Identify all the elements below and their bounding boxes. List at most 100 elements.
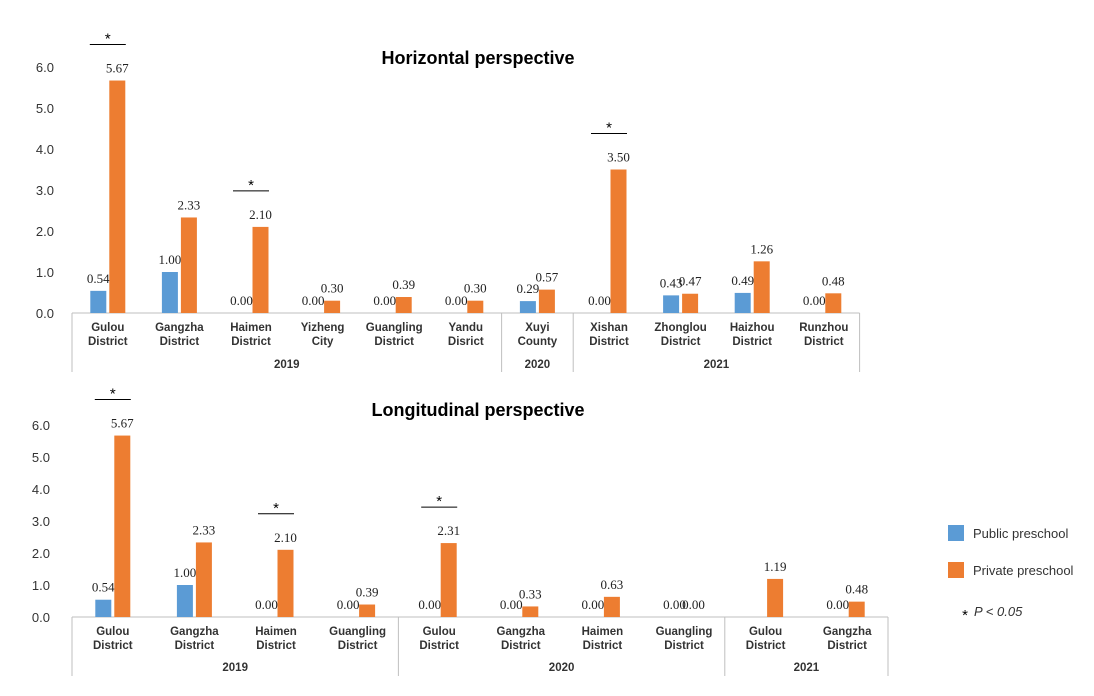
category-label: District — [231, 336, 271, 348]
category-label: District — [88, 336, 128, 348]
bar-private — [395, 297, 412, 313]
bar-private — [610, 169, 627, 313]
year-label: 2021 — [794, 662, 820, 674]
category-label: Haimen — [582, 626, 624, 638]
category-label: Gangzha — [823, 626, 872, 638]
y-tick-label: 5.0 — [32, 450, 50, 465]
data-label: 0.00 — [500, 597, 523, 612]
bar-private — [522, 606, 539, 617]
data-label: 0.00 — [803, 293, 826, 308]
data-label: 0.00 — [826, 597, 849, 612]
data-label: 0.54 — [92, 580, 115, 595]
data-label: 0.39 — [392, 277, 415, 292]
bar-public — [734, 292, 751, 313]
y-tick-label: 6.0 — [36, 60, 54, 75]
category-label: District — [589, 336, 629, 348]
bar-private — [603, 596, 620, 617]
year-label: 2019 — [222, 662, 248, 674]
longitudinal-perspective-chart: Longitudinal perspective 0.0 1.0 2.0 3.0 4.0… — [32, 386, 889, 676]
bar-private — [277, 549, 294, 617]
category-label: Haizhou — [730, 322, 775, 334]
data-label: 0.00 — [255, 597, 278, 612]
bar-private — [359, 604, 376, 617]
bar-private — [114, 435, 131, 617]
bar-private — [195, 542, 212, 617]
data-label: 0.30 — [321, 281, 344, 296]
category-label: Guangling — [656, 626, 713, 638]
horizontal-perspective-chart: Horizontal perspective 0.0 1.0 2.0 3.0 4.0 5.… — [36, 31, 861, 372]
legend-swatch-public — [948, 525, 964, 541]
category-label: Haimen — [230, 322, 272, 334]
data-label: 5.67 — [106, 61, 129, 76]
y-tick-label: 4.0 — [32, 482, 50, 497]
y-tick-label: 4.0 — [36, 142, 54, 157]
data-label: 0.33 — [519, 586, 542, 601]
bar-public — [161, 272, 178, 313]
category-label: Gulou — [96, 626, 129, 638]
category-label: Yizheng — [301, 322, 345, 334]
legend-label-public: Public preschool — [973, 526, 1068, 541]
y-tick-label: 2.0 — [32, 546, 50, 561]
category-label: Guangling — [329, 626, 386, 638]
category-label: District — [256, 640, 296, 652]
category-label: Yandu — [449, 322, 484, 334]
bar-private — [467, 300, 484, 313]
y-tick-label: 3.0 — [36, 183, 54, 198]
data-label: 0.00 — [682, 597, 705, 612]
category-label: Gangzha — [170, 626, 219, 638]
bar-private — [767, 578, 784, 617]
significance-star: * — [962, 607, 968, 624]
data-label: 1.26 — [750, 241, 773, 256]
category-label: Zhonglou — [654, 322, 706, 334]
bar-private — [753, 261, 770, 313]
category-label: District — [175, 640, 215, 652]
category-label: County — [518, 336, 558, 348]
category-label: Gulou — [423, 626, 456, 638]
year-label: 2020 — [549, 662, 575, 674]
y-tick-label: 0.0 — [36, 306, 54, 321]
data-label: 0.30 — [464, 281, 487, 296]
data-label: 0.57 — [536, 270, 559, 285]
y-tick-label: 5.0 — [36, 101, 54, 116]
data-label: 0.00 — [445, 293, 468, 308]
category-label: District — [93, 640, 133, 652]
category-label: District — [664, 640, 704, 652]
bar-private — [252, 226, 269, 313]
category-label: District — [419, 640, 459, 652]
category-label: District — [374, 336, 414, 348]
year-label: 2019 — [274, 359, 300, 371]
category-label: Haimen — [255, 626, 297, 638]
y-tick-label: 1.0 — [36, 265, 54, 280]
bar-private — [682, 293, 699, 313]
data-label: 1.19 — [764, 559, 787, 574]
data-label: 0.00 — [230, 293, 253, 308]
bar-public — [95, 599, 112, 617]
data-label: 0.63 — [601, 577, 624, 592]
legend: Public preschool Private preschool * P <… — [948, 525, 1074, 624]
data-label: 0.49 — [731, 273, 754, 288]
bar-public — [90, 290, 107, 313]
data-label: 2.10 — [274, 530, 297, 545]
category-label: Xuyi — [525, 322, 549, 334]
data-label: 1.00 — [159, 252, 182, 267]
bar-private — [324, 300, 341, 313]
category-label: District — [732, 336, 772, 348]
category-label: District — [661, 336, 701, 348]
bar-private — [538, 289, 555, 313]
bar-private — [180, 217, 197, 313]
category-label: Gangzha — [155, 322, 204, 334]
bar-private — [825, 293, 842, 313]
category-label: City — [312, 336, 334, 348]
category-label: Disrict — [448, 336, 484, 348]
category-label: District — [804, 336, 844, 348]
legend-swatch-private — [948, 562, 964, 578]
y-tick-label: 6.0 — [32, 418, 50, 433]
data-label: 0.48 — [845, 582, 868, 597]
category-label: Guangling — [366, 322, 423, 334]
data-label: 0.29 — [517, 281, 540, 296]
year-label: 2020 — [525, 359, 551, 371]
significance-label: P < 0.05 — [974, 604, 1023, 619]
data-label: 0.00 — [337, 597, 360, 612]
y-tick-label: 1.0 — [32, 578, 50, 593]
